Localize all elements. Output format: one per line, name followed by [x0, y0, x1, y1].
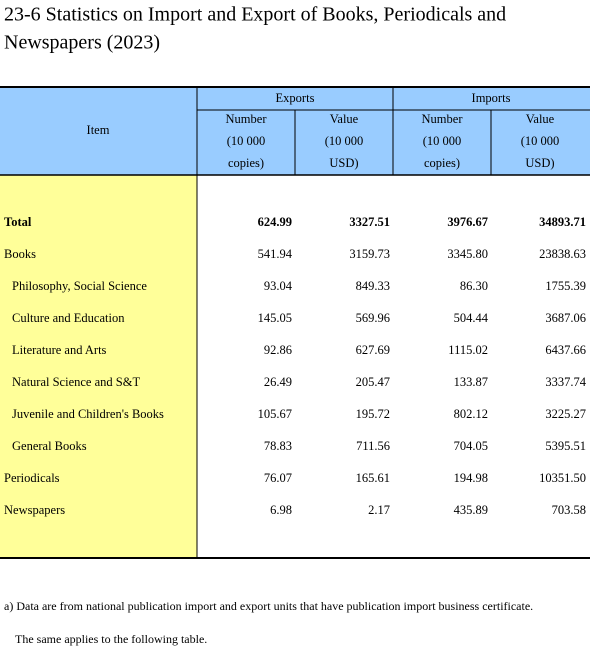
column-header: (10 000: [423, 134, 462, 148]
cell: 194.98: [454, 471, 488, 485]
cell: 6.98: [270, 503, 292, 517]
cell: 435.89: [454, 503, 488, 517]
cell: 3976.67: [447, 215, 488, 229]
row-label: Literature and Arts: [12, 343, 107, 357]
cell: 704.05: [454, 439, 488, 453]
row-label: Books: [4, 247, 36, 261]
row-label: Newspapers: [4, 503, 65, 517]
cell: 92.86: [264, 343, 292, 357]
cell: 145.05: [258, 311, 292, 325]
row-label: General Books: [12, 439, 87, 453]
column-header: copies): [424, 156, 460, 170]
cell: 802.12: [454, 407, 488, 421]
title: Newspapers (2023): [4, 32, 160, 54]
column-header: USD): [525, 156, 554, 170]
column-header: (10 000: [325, 134, 364, 148]
cell: 3225.27: [545, 407, 586, 421]
cell: 78.83: [264, 439, 292, 453]
cell: 569.96: [356, 311, 390, 325]
cell: 205.47: [356, 375, 390, 389]
row-label: Philosophy, Social Science: [12, 279, 147, 293]
row-label: Total: [4, 215, 32, 229]
cell: 6437.66: [545, 343, 586, 357]
cell: 711.56: [356, 439, 390, 453]
footnote: a) Data are from national publication im…: [4, 599, 533, 613]
cell: 3687.06: [545, 311, 586, 325]
row-label: Culture and Education: [12, 311, 125, 325]
row-label: Juvenile and Children's Books: [12, 407, 164, 421]
group-header: Imports: [472, 91, 511, 105]
cell: 849.33: [356, 279, 390, 293]
cell: 1115.02: [448, 343, 488, 357]
cell: 541.94: [258, 247, 293, 261]
cell: 76.07: [264, 471, 292, 485]
item-column-bg: [0, 175, 197, 558]
cell: 624.99: [258, 215, 292, 229]
column-header: (10 000: [521, 134, 560, 148]
cell: 165.61: [356, 471, 390, 485]
column-header: Value: [526, 112, 555, 126]
item-header: Item: [87, 123, 110, 137]
column-header: copies): [228, 156, 264, 170]
row-label: Natural Science and S&T: [12, 375, 140, 389]
cell: 1755.39: [545, 279, 586, 293]
cell: 195.72: [356, 407, 390, 421]
cell: 3327.51: [349, 215, 390, 229]
cell: 34893.71: [539, 215, 586, 229]
cell: 23838.63: [539, 247, 586, 261]
cell: 105.67: [258, 407, 292, 421]
cell: 627.69: [356, 343, 390, 357]
cell: 2.17: [368, 503, 390, 517]
group-header: Exports: [276, 91, 315, 105]
row-label: Periodicals: [4, 471, 60, 485]
column-header: Value: [330, 112, 359, 126]
column-header: Number: [226, 112, 268, 126]
cell: 133.87: [454, 375, 488, 389]
title: 23-6 Statistics on Import and Export of …: [4, 4, 506, 26]
cell: 26.49: [264, 375, 292, 389]
cell: 86.30: [460, 279, 488, 293]
cell: 5395.51: [545, 439, 586, 453]
cell: 10351.50: [539, 471, 586, 485]
cell: 504.44: [454, 311, 489, 325]
cell: 3159.73: [349, 247, 390, 261]
footnote: The same applies to the following table.: [15, 632, 207, 646]
column-header: Number: [422, 112, 464, 126]
column-header: USD): [329, 156, 358, 170]
cell: 3345.80: [447, 247, 488, 261]
cell: 93.04: [264, 279, 293, 293]
column-header: (10 000: [227, 134, 266, 148]
cell: 3337.74: [545, 375, 586, 389]
cell: 703.58: [552, 503, 586, 517]
